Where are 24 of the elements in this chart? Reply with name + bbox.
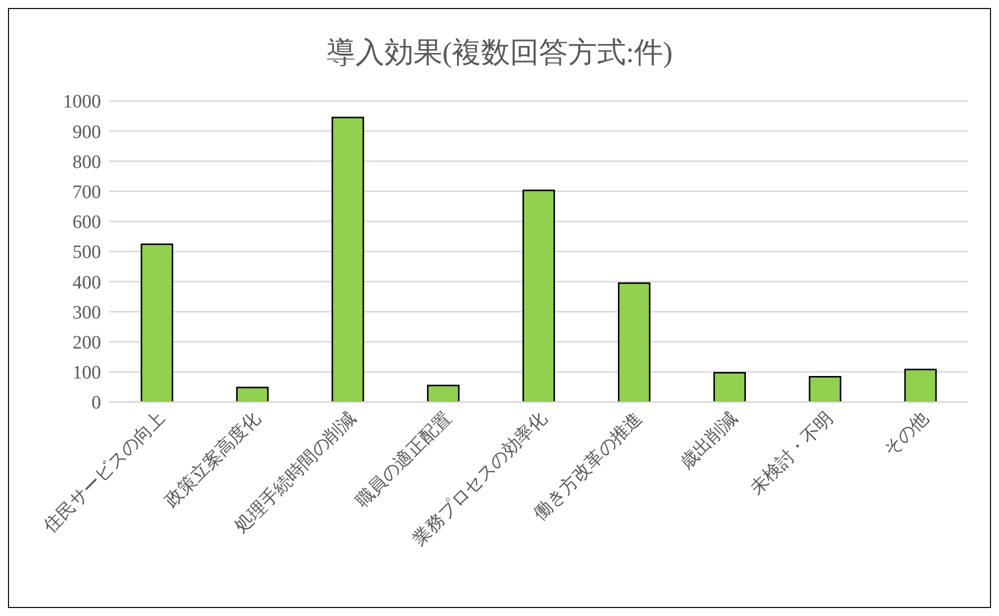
y-tick-label: 200: [72, 332, 101, 354]
bar: [808, 376, 842, 402]
y-tick-label: 800: [72, 152, 101, 173]
y-tick-label: 0: [92, 392, 101, 414]
chart-title: 導入効果(複数回答方式:件): [325, 36, 674, 71]
y-tick-label: 400: [72, 272, 101, 294]
y-tick-label: 500: [72, 242, 101, 264]
y-tick-label: 1000: [63, 92, 101, 113]
x-tick-label: 歳出削減: [676, 408, 742, 473]
bar: [140, 244, 174, 402]
y-tick-label: 100: [72, 362, 101, 384]
y-tick-label: 300: [72, 302, 101, 324]
x-tick-label: 未検討・不明: [746, 408, 837, 498]
y-tick-label: 700: [72, 182, 101, 204]
bar: [236, 386, 269, 402]
y-tick-label: 900: [72, 122, 101, 143]
bar: [522, 190, 555, 402]
y-tick-label: 600: [72, 212, 101, 234]
bar: [427, 384, 460, 402]
x-tick-label: その他: [880, 408, 932, 460]
bar: [904, 368, 937, 402]
bar: [713, 372, 746, 402]
bar: [332, 116, 364, 402]
bar: [618, 282, 650, 402]
